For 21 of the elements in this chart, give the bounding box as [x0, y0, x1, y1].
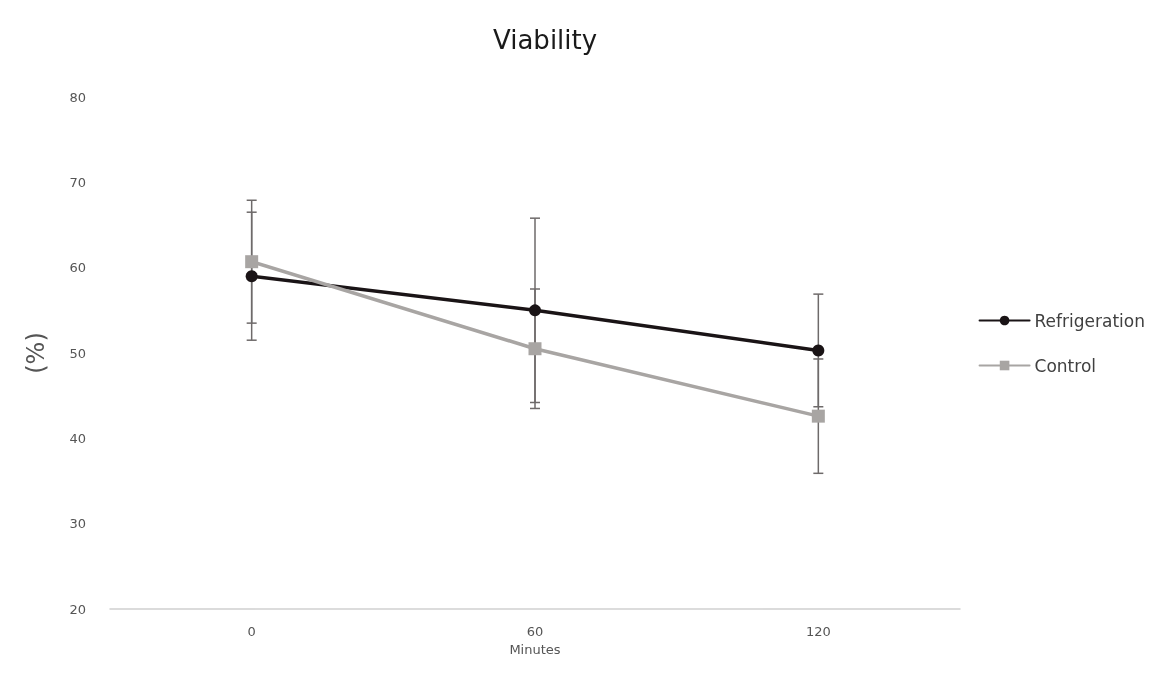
y-tick-label: 80 — [69, 89, 86, 105]
y-tick-label: 50 — [69, 345, 86, 361]
point — [245, 255, 259, 269]
point — [812, 344, 825, 357]
y-tick-label: 70 — [69, 174, 86, 190]
y-axis-title: (%) — [22, 332, 50, 374]
point — [528, 342, 542, 356]
point — [811, 409, 825, 423]
y-tick-label: 30 — [69, 516, 86, 532]
y-tick-label: 20 — [69, 601, 86, 617]
x-tick-label: 60 — [526, 624, 544, 639]
x-tick-label: 120 — [805, 624, 831, 639]
x-axis-title: Minutes — [509, 641, 561, 657]
y-tick-label: 60 — [69, 260, 86, 276]
y-tick-label: 40 — [69, 430, 86, 446]
legend-label: Control — [1034, 355, 1097, 376]
point — [245, 270, 258, 283]
legend-label: Refrigeration — [1034, 310, 1146, 331]
point — [529, 304, 541, 317]
x-tick-label: 0 — [247, 624, 256, 639]
chart-title: Viability — [493, 25, 598, 55]
